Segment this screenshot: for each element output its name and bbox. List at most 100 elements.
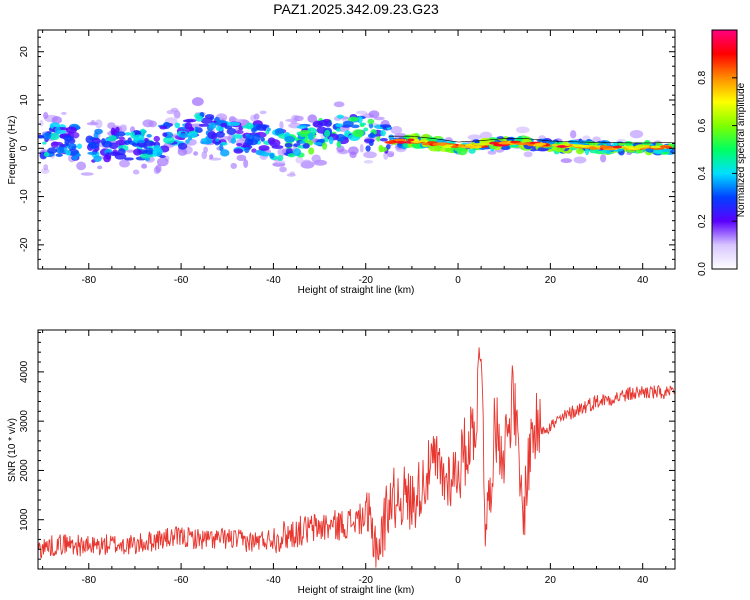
spectrogram-energy-blob <box>215 131 225 138</box>
spectrogram-halo-blob <box>293 115 304 122</box>
spectrogram-energy-blob <box>159 155 166 159</box>
spectrogram-energy-blob <box>266 127 271 132</box>
spectrogram-halo-blob <box>368 110 380 118</box>
spectrogram-energy-blob <box>103 154 111 163</box>
spectrogram-energy-blob <box>672 149 675 154</box>
spectrogram-halo-blob <box>523 151 533 158</box>
spectrogram-x-ticks: -80 -60 -40 -20 0 20 40 <box>42 30 667 286</box>
spectrogram-energy-blob <box>76 143 82 150</box>
spectrogram-halo-blob <box>201 151 208 160</box>
spectrogram-energy-blob <box>367 133 376 139</box>
snr-y-tick-label: 3000 <box>19 410 30 433</box>
spectrogram-energy-blob <box>208 122 217 129</box>
spectrogram-energy-blob <box>380 124 392 128</box>
spectrogram-energy-blob <box>312 120 324 128</box>
spectrogram-energy-blob <box>251 148 257 153</box>
spectrogram-core-blob <box>515 142 529 146</box>
spectrogram-core-blob <box>498 141 512 145</box>
spectrogram-energy-blob <box>284 135 296 143</box>
spectrogram-halo-blob <box>286 173 296 177</box>
spectrogram-halo-blob <box>573 156 587 164</box>
spectrogram-energy-blob <box>380 129 386 137</box>
spectrogram-heatmap <box>38 97 675 177</box>
spectrogram-energy-blob <box>187 135 193 141</box>
spectrogram-energy-blob <box>319 138 325 143</box>
spectrogram-energy-blob <box>200 117 213 125</box>
spectrogram-energy-blob <box>143 144 148 149</box>
spectrogram-halo-blob <box>148 120 157 128</box>
spectrogram-y-tick-label: -10 <box>19 189 30 204</box>
spectrogram-energy-blob <box>258 145 270 151</box>
spectrogram-x-tick-label: -20 <box>359 275 374 286</box>
colorbar-tick-label: 0.4 <box>697 166 708 180</box>
spectrogram-energy-blob <box>307 132 314 141</box>
spectrogram-halo-blob <box>236 154 247 162</box>
spectrogram-halo-blob <box>119 159 130 168</box>
spectrogram-energy-blob <box>144 138 149 142</box>
spectrogram-halo-blob <box>155 164 162 173</box>
spectrogram-halo-blob <box>76 161 87 171</box>
spectrogram-energy-blob <box>153 135 161 142</box>
spectrogram-energy-blob <box>93 155 102 162</box>
spectrogram-energy-blob <box>214 140 220 146</box>
spectrogram-energy-blob <box>636 149 644 154</box>
spectrogram-halo-blob <box>203 146 209 154</box>
spectrogram-energy-blob <box>379 138 388 142</box>
spectrogram-core-blob <box>384 140 395 144</box>
spectrogram-halo-blob <box>209 154 214 160</box>
spectrogram-energy-blob <box>116 131 126 137</box>
spectrogram-core-blob <box>624 145 635 149</box>
spectrogram-energy-blob <box>336 114 345 119</box>
spectrogram-energy-blob <box>194 126 199 133</box>
snr-x-tick-label: -80 <box>82 575 97 586</box>
spectrogram-halo-blob <box>193 151 199 156</box>
spectrogram-energy-blob <box>47 147 57 154</box>
spectrogram-energy-blob <box>324 129 331 138</box>
spectrogram-energy-blob <box>321 142 328 150</box>
spectrogram-energy-blob <box>299 140 306 144</box>
spectrogram-energy-blob <box>56 129 67 134</box>
spectrogram-halo-blob <box>51 116 62 125</box>
spectrogram-core-blob <box>472 142 487 146</box>
spectrogram-energy-blob <box>87 141 100 149</box>
spectrogram-energy-blob <box>144 147 154 155</box>
spectrogram-energy-blob <box>118 136 125 141</box>
spectrogram-energy-blob <box>162 132 168 137</box>
spectrogram-x-tick-label: -80 <box>82 275 97 286</box>
spectrogram-energy-blob <box>302 142 310 149</box>
spectrogram-energy-blob <box>207 131 217 139</box>
spectrogram-core-blob <box>534 142 547 146</box>
spectrogram-energy-blob <box>219 143 224 152</box>
spectrogram-energy-blob <box>184 122 193 130</box>
colorbar-label: Normalized spectral amplitude <box>736 82 747 217</box>
spectrogram-energy-blob <box>388 134 395 140</box>
snr-y-tick-label: 2000 <box>19 459 30 482</box>
spectrogram-halo-blob <box>166 109 177 115</box>
spectrogram-halo-blob <box>253 113 260 120</box>
spectrogram-x-tick-label: -40 <box>266 275 281 286</box>
spectrogram-energy-blob <box>226 128 237 136</box>
spectrogram-energy-blob <box>257 124 270 129</box>
spectrogram-energy-blob <box>350 124 360 129</box>
spectrogram-energy-blob <box>198 123 210 127</box>
spectrogram-energy-blob <box>216 125 224 132</box>
spectrogram-ridge-line <box>388 135 675 144</box>
spectrogram-energy-blob <box>552 146 557 151</box>
spectrogram-energy-blob <box>182 119 194 123</box>
spectrogram-halo-blob <box>355 110 368 115</box>
spectrogram-energy-blob <box>277 155 284 161</box>
spectrogram-halo-blob <box>363 151 377 159</box>
spectrogram-energy-blob <box>55 146 65 154</box>
spectrogram-core-blob <box>419 139 429 143</box>
spectrogram-energy-blob <box>456 147 468 156</box>
spectrogram-energy-blob <box>185 139 190 144</box>
spectrogram-energy-blob <box>124 140 130 146</box>
spectrogram-energy-blob <box>43 151 50 157</box>
spectrogram-halo-blob <box>487 150 497 155</box>
spectrogram-energy-blob <box>244 146 250 154</box>
spectrogram-core-blob <box>406 138 415 142</box>
spectrogram-energy-blob <box>215 138 220 142</box>
spectrogram-halo-blob <box>94 119 103 129</box>
spectrogram-y-tick-label: 0 <box>19 145 30 151</box>
spectrogram-energy-blob <box>308 147 315 155</box>
